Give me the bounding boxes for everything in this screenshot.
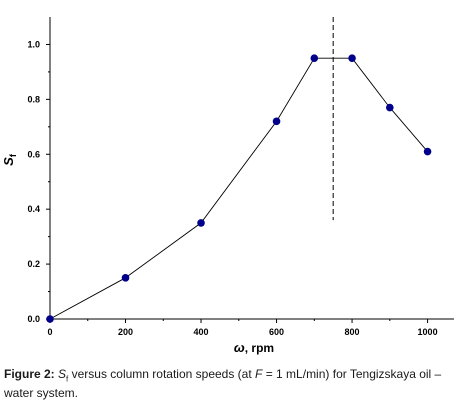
caption-text-2: = 1 mL/min) for Tengizskaya oil – water …: [4, 367, 442, 401]
x-tick-label: 600: [269, 327, 284, 337]
y-tick-label: 0.2: [27, 259, 40, 269]
data-point: [310, 54, 319, 62]
figure-caption: Figure 2: Sf versus column rotation spee…: [4, 367, 460, 401]
data-points: [46, 54, 432, 323]
data-point: [197, 219, 205, 227]
data-point: [348, 54, 356, 62]
data-point: [272, 117, 281, 126]
figure-label: Figure 2:: [4, 367, 55, 381]
ticks: 0 200 400 600 800 1000 0.0 0.2 0.4 0.6 0.8 1.0: [27, 39, 437, 337]
x-tick-label: 1000: [418, 327, 438, 337]
chart: 0 200 400 600 800 1000 0.0 0.2 0.4 0.6 0.8 1.0 ω, r…: [1, 17, 454, 355]
x-axis-symbol: ω: [234, 340, 245, 355]
x-tick-label: 800: [345, 327, 360, 337]
data-point: [386, 103, 394, 112]
y-axis-subscript: f: [8, 153, 18, 157]
y-tick-label: 0.6: [27, 149, 40, 159]
caption-text-1: versus column rotation speeds (at: [68, 367, 256, 381]
x-tick-label: 0: [47, 327, 52, 337]
y-tick-label: 0.4: [27, 204, 40, 214]
series-line: [49, 57, 428, 320]
caption-subscript: f: [66, 374, 69, 384]
axes: [49, 17, 454, 320]
y-axis-symbol: S: [1, 157, 16, 166]
data-point: [46, 315, 54, 323]
x-axis-unit: , rpm: [245, 341, 274, 355]
x-axis-label: ω, rpm: [234, 340, 274, 355]
data-point: [121, 274, 130, 282]
y-tick-label: 0.8: [27, 94, 40, 104]
x-tick-label: 200: [118, 327, 133, 337]
y-axis-label: Sf: [1, 153, 18, 166]
y-tick-label: 0.0: [27, 314, 40, 324]
caption-variable: F: [255, 367, 263, 381]
caption-symbol: S: [58, 367, 67, 381]
y-tick-label: 1.0: [27, 39, 40, 49]
data-point: [423, 147, 432, 156]
x-tick-label: 400: [194, 327, 209, 337]
